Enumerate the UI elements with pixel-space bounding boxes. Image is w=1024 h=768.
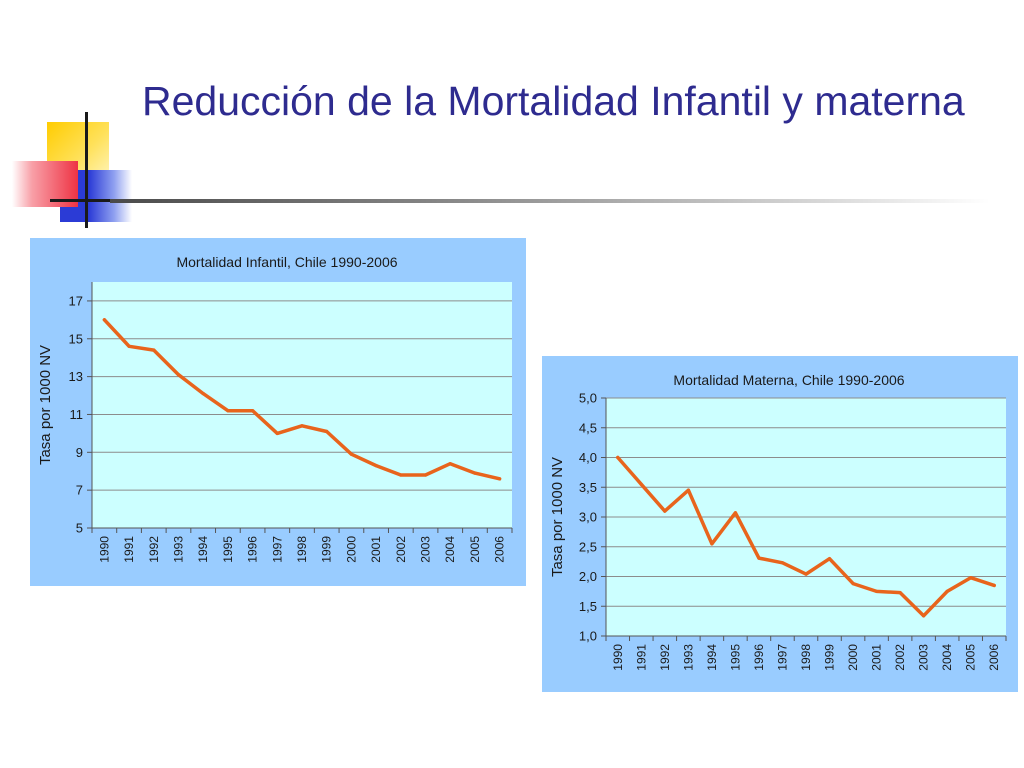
- y-axis-title: Tasa por 1000 NV: [37, 345, 54, 465]
- data-point: [399, 473, 403, 477]
- data-point: [300, 424, 304, 428]
- data-point: [498, 477, 502, 481]
- y-tick-label: 2,5: [579, 539, 597, 554]
- data-point: [473, 471, 477, 475]
- data-point: [423, 473, 428, 477]
- x-tick-label: 2005: [964, 644, 978, 671]
- y-tick-label: 9: [76, 445, 83, 460]
- deco-horizontal-line: [50, 199, 112, 202]
- data-point: [733, 511, 737, 515]
- x-tick-label: 1997: [270, 536, 284, 563]
- data-point: [639, 482, 643, 486]
- x-tick-label: 2004: [940, 644, 954, 671]
- maternal-mortality-chart-svg: Mortalidad Materna, Chile 1990-2006 1,0 1,…: [549, 372, 1007, 671]
- chart-title: Mortalidad Materna, Chile 1990-2006: [673, 372, 904, 388]
- data-point: [922, 614, 926, 618]
- x-tick-label: 2003: [917, 644, 931, 671]
- data-point: [686, 488, 690, 492]
- y-tick-label: 13: [69, 369, 83, 384]
- data-point: [251, 409, 255, 413]
- x-tick-label: 1996: [752, 644, 766, 671]
- x-tick-label: 1994: [196, 536, 210, 563]
- deco-vertical-line: [85, 112, 88, 228]
- x-tick-label: 2005: [468, 536, 482, 563]
- data-point: [226, 409, 230, 413]
- y-tick-label: 2,0: [579, 569, 597, 584]
- data-point: [827, 557, 832, 561]
- x-tick-label: 1992: [147, 536, 161, 563]
- data-point: [325, 429, 329, 434]
- data-point: [201, 392, 205, 396]
- x-tick-label: 1994: [705, 644, 719, 671]
- y-tick-label: 1,0: [579, 629, 597, 644]
- x-tick-label: 1999: [823, 644, 837, 671]
- x-tick-label: 1998: [799, 644, 813, 671]
- x-tick-label: 2003: [419, 536, 433, 563]
- maternal-mortality-chart: Mortalidad Materna, Chile 1990-2006 1,0 1,…: [542, 356, 1018, 692]
- x-tick-label: 2006: [493, 536, 507, 563]
- slide-title: Reducción de la Mortalidad Infantil y ma…: [142, 78, 965, 124]
- data-point: [780, 561, 785, 565]
- infant-mortality-chart-svg: Mortalidad Infantil, Chile 1990-2006 5 7 9 1…: [37, 254, 513, 563]
- data-point: [349, 452, 353, 456]
- data-point: [275, 431, 279, 435]
- y-tick-label: 5,0: [579, 391, 597, 406]
- y-tick-label: 1,5: [579, 599, 597, 614]
- y-tick-label: 4,5: [579, 420, 597, 435]
- data-point: [969, 576, 973, 580]
- x-tick-label: 2001: [369, 536, 383, 563]
- x-tick-label: 1995: [728, 644, 742, 671]
- data-point: [616, 455, 620, 460]
- x-tick-label: 1999: [320, 536, 334, 563]
- y-tick-label: 4,0: [579, 450, 597, 465]
- data-point: [945, 589, 949, 593]
- data-point: [176, 373, 181, 377]
- x-tick-label: 2001: [870, 644, 884, 671]
- x-tick-label: 1995: [221, 536, 235, 563]
- y-tick-label: 17: [69, 293, 83, 308]
- infant-mortality-chart: Mortalidad Infantil, Chile 1990-2006 5 7 9 1…: [30, 238, 526, 586]
- data-point: [804, 572, 808, 576]
- x-tick-label: 1990: [97, 536, 111, 563]
- x-tick-label: 2002: [394, 536, 408, 563]
- x-tick-label: 1992: [658, 644, 672, 671]
- data-point: [152, 348, 156, 352]
- data-point: [102, 318, 106, 322]
- x-tick-label: 1991: [122, 536, 136, 563]
- x-tick-label: 2006: [987, 644, 1001, 671]
- data-point: [127, 344, 131, 348]
- x-tick-label: 2002: [893, 644, 907, 671]
- data-point: [663, 509, 667, 513]
- data-point: [898, 591, 902, 595]
- title-divider: [110, 199, 990, 203]
- data-point: [851, 582, 855, 586]
- data-point: [448, 462, 452, 466]
- y-tick-label: 15: [69, 331, 83, 346]
- y-tick-label: 3,0: [579, 510, 597, 525]
- y-tick-label: 11: [70, 407, 84, 422]
- x-tick-label: 2000: [344, 536, 358, 563]
- x-tick-label: 1990: [611, 644, 625, 671]
- data-point: [710, 542, 714, 546]
- plot-area: [92, 282, 512, 528]
- y-axis-title: Tasa por 1000 NV: [549, 457, 566, 577]
- data-point: [992, 583, 996, 587]
- chart-title: Mortalidad Infantil, Chile 1990-2006: [176, 254, 397, 270]
- y-tick-label: 7: [76, 483, 83, 498]
- data-point: [374, 464, 378, 468]
- x-tick-label: 1993: [171, 536, 185, 563]
- x-tick-label: 1996: [246, 536, 260, 563]
- x-tick-label: 1997: [775, 644, 789, 671]
- x-tick-label: 2004: [443, 536, 457, 563]
- x-tick-label: 2000: [846, 644, 860, 671]
- x-tick-label: 1998: [295, 536, 309, 563]
- data-point: [875, 589, 879, 593]
- data-point: [757, 556, 761, 560]
- x-tick-label: 1993: [681, 644, 695, 671]
- x-tick-label: 1991: [634, 644, 648, 671]
- y-tick-label: 5: [76, 521, 83, 536]
- y-tick-label: 3,5: [579, 480, 597, 495]
